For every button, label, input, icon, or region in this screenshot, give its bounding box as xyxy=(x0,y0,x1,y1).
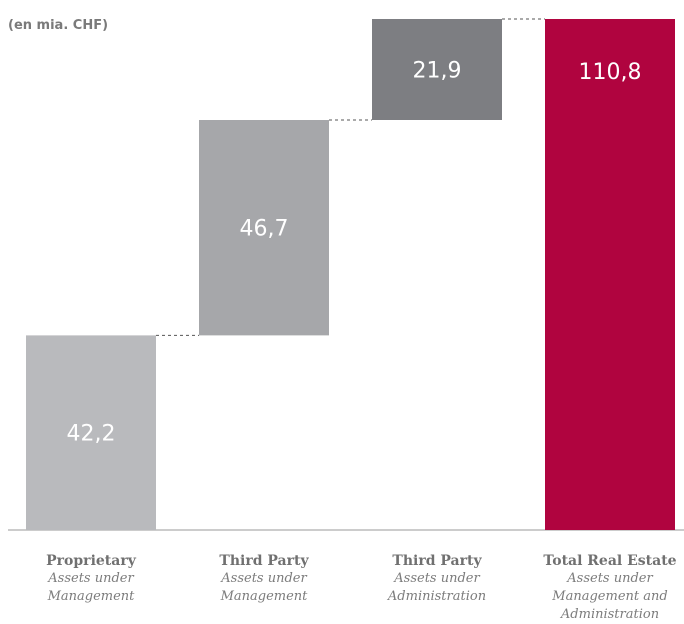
bar-2 xyxy=(199,120,329,336)
category-label-1: Proprietary Assets under Management xyxy=(16,552,166,606)
bar-1 xyxy=(26,335,156,530)
category-title: Total Real Estate xyxy=(543,553,677,569)
category-label-4: Total Real Estate Assets under Management… xyxy=(535,552,684,624)
category-subtitle: Assets under Administration xyxy=(387,571,487,604)
category-subtitle: Assets under Management xyxy=(220,571,308,604)
value-label-2: 46,7 xyxy=(240,217,289,242)
unit-label: (en mia. CHF) xyxy=(8,18,109,33)
category-title: Third Party xyxy=(219,553,309,569)
value-label-3: 21,9 xyxy=(413,59,462,84)
value-label-1: 42,2 xyxy=(67,422,116,447)
category-subtitle: Assets under Management xyxy=(47,571,135,604)
category-subtitle: Assets under Management and Administrati… xyxy=(552,571,668,622)
category-label-3: Third Party Assets under Administration xyxy=(362,552,512,606)
bar-4 xyxy=(545,19,675,530)
value-label-4: 110,8 xyxy=(579,60,642,85)
category-title: Third Party xyxy=(392,553,482,569)
category-label-2: Third Party Assets under Management xyxy=(189,552,339,606)
bar-3 xyxy=(372,19,502,121)
category-title: Proprietary xyxy=(46,553,136,569)
